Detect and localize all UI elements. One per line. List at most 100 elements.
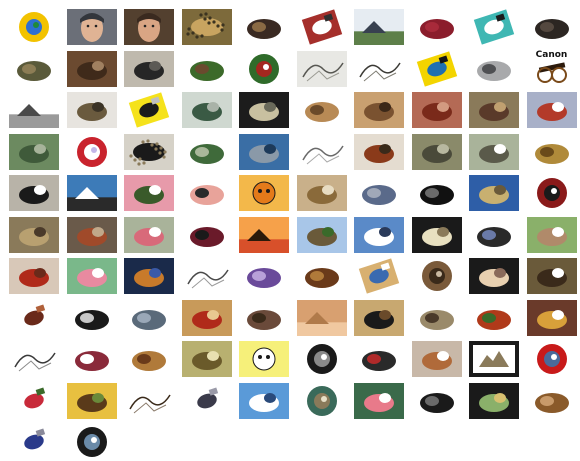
thumbnail-beaver[interactable] <box>66 50 118 88</box>
thumbnail-chandelier[interactable] <box>238 91 290 129</box>
thumbnail-starfish[interactable] <box>411 340 463 378</box>
thumbnail-umbrella[interactable] <box>238 382 290 420</box>
thumbnail-car-side[interactable] <box>8 91 60 129</box>
thumbnail-binocular[interactable] <box>123 50 175 88</box>
thumbnail-brain[interactable] <box>238 50 290 88</box>
thumbnail-inline-skate[interactable] <box>181 216 233 254</box>
thumbnail-sunflower[interactable] <box>66 382 118 420</box>
thumbnail-lotus[interactable] <box>66 257 118 295</box>
thumbnail-saxophone[interactable] <box>526 299 578 337</box>
thumbnail-laptop[interactable] <box>468 216 520 254</box>
thumbnail-crocodile-head[interactable] <box>8 133 60 171</box>
thumbnail-airplanes[interactable] <box>296 8 348 46</box>
thumbnail-pigeon[interactable] <box>123 299 175 337</box>
thumbnail-watch[interactable] <box>296 382 348 420</box>
thumbnail-leopards[interactable] <box>181 8 233 46</box>
thumbnail-wrench[interactable] <box>8 423 60 461</box>
thumbnail-scissors[interactable] <box>66 340 118 378</box>
thumbnail-crayfish[interactable] <box>468 91 520 129</box>
thumbnail-ketch[interactable] <box>353 216 405 254</box>
thumbnail-bass[interactable] <box>8 50 60 88</box>
thumbnail-snoopy[interactable] <box>238 340 290 378</box>
thumbnail-revolver[interactable] <box>353 299 405 337</box>
thumbnail-ceiling-fan[interactable] <box>66 91 118 129</box>
thumbnail-gerenuk[interactable] <box>296 174 348 212</box>
thumbnail-tick[interactable] <box>123 382 175 420</box>
thumbnail-menorah[interactable] <box>238 257 290 295</box>
thumbnail-kangaroo[interactable] <box>296 216 348 254</box>
thumbnail-joshua-tree[interactable] <box>238 216 290 254</box>
thumbnail-sea-horse[interactable] <box>181 340 233 378</box>
thumbnail-cup[interactable] <box>66 133 118 171</box>
thumbnail-metronome[interactable] <box>296 257 348 295</box>
thumbnail-panda[interactable] <box>66 299 118 337</box>
thumbnail-dragonfly[interactable] <box>296 133 348 171</box>
thumbnail-bonsai[interactable] <box>181 50 233 88</box>
thumbnail-llama[interactable] <box>526 216 578 254</box>
thumbnail-electric-guitar[interactable] <box>353 133 405 171</box>
thumbnail-cougar-body[interactable] <box>296 91 348 129</box>
thumbnail-emu[interactable] <box>468 133 520 171</box>
thumbnail-soccer-ball[interactable] <box>296 340 348 378</box>
thumbnail-stop-sign[interactable] <box>526 340 578 378</box>
thumbnail-stegosaurus[interactable] <box>468 340 520 378</box>
thumbnail-ewer[interactable] <box>8 174 60 212</box>
thumbnail-barrel[interactable] <box>526 8 578 46</box>
thumbnail-gramophone[interactable] <box>353 174 405 212</box>
thumbnail-faces[interactable] <box>66 8 118 46</box>
thumbnail-flamingo[interactable] <box>123 174 175 212</box>
thumbnail-minaret[interactable] <box>353 257 405 295</box>
thumbnail-schooner[interactable] <box>8 340 60 378</box>
thumbnail-ferry[interactable] <box>66 174 118 212</box>
thumbnail-motorbikes[interactable] <box>238 8 290 46</box>
thumbnail-ibis[interactable] <box>123 216 175 254</box>
thumbnail-stapler[interactable] <box>353 340 405 378</box>
thumbnail-dolphin[interactable] <box>238 133 290 171</box>
thumbnail-hedgehog[interactable] <box>8 216 60 254</box>
thumbnail-yin-yang[interactable] <box>66 423 118 461</box>
thumbnail-cannon[interactable]: Canon <box>526 50 578 88</box>
thumbnail-crocodile[interactable] <box>526 91 578 129</box>
thumbnail-butterfly[interactable] <box>411 50 463 88</box>
thumbnail-dalmatian[interactable] <box>123 133 175 171</box>
thumbnail-brontosaurus[interactable] <box>296 50 348 88</box>
thumbnail-euphonium[interactable] <box>526 133 578 171</box>
thumbnail-lamp[interactable] <box>411 216 463 254</box>
thumbnail-cougar-face[interactable] <box>353 91 405 129</box>
thumbnail-wild-cat[interactable] <box>468 382 520 420</box>
thumbnail-platypus[interactable] <box>238 299 290 337</box>
thumbnail-trilobite[interactable] <box>181 382 233 420</box>
thumbnail-wheelchair[interactable] <box>411 382 463 420</box>
thumbnail-windsor-chair[interactable] <box>526 382 578 420</box>
thumbnail-nautilus[interactable] <box>411 257 463 295</box>
thumbnail-hawksbill[interactable] <box>468 174 520 212</box>
thumbnail-water-lilly[interactable] <box>353 382 405 420</box>
thumbnail-dollar-bill[interactable] <box>181 133 233 171</box>
thumbnail-mayfly[interactable] <box>181 257 233 295</box>
thumbnail-grand-piano[interactable] <box>411 174 463 212</box>
thumbnail-anchor[interactable] <box>411 8 463 46</box>
thumbnail-strawberry[interactable] <box>8 382 60 420</box>
thumbnail-okapi[interactable] <box>526 257 578 295</box>
thumbnail-pyramid[interactable] <box>296 299 348 337</box>
thumbnail-cellphone[interactable] <box>123 91 175 129</box>
thumbnail-ant[interactable] <box>468 8 520 46</box>
thumbnail-rooster[interactable] <box>468 299 520 337</box>
thumbnail-rhino[interactable] <box>411 299 463 337</box>
thumbnail-buddha[interactable] <box>353 50 405 88</box>
thumbnail-mandolin[interactable] <box>123 257 175 295</box>
thumbnail-octopus[interactable] <box>468 257 520 295</box>
thumbnail-pizza[interactable] <box>181 299 233 337</box>
thumbnail-accordion[interactable] <box>8 8 60 46</box>
thumbnail-pagoda[interactable] <box>8 299 60 337</box>
thumbnail-scorpion[interactable] <box>123 340 175 378</box>
thumbnail-garfield[interactable] <box>238 174 290 212</box>
thumbnail-headphone[interactable] <box>526 174 578 212</box>
thumbnail-flamingo-head[interactable] <box>181 174 233 212</box>
thumbnail-elephant[interactable] <box>411 133 463 171</box>
thumbnail-airplanes-runway[interactable] <box>353 8 405 46</box>
thumbnail-helicopter[interactable] <box>66 216 118 254</box>
thumbnail-faces-easy[interactable] <box>123 8 175 46</box>
thumbnail-crab[interactable] <box>411 91 463 129</box>
thumbnail-camera[interactable] <box>468 50 520 88</box>
